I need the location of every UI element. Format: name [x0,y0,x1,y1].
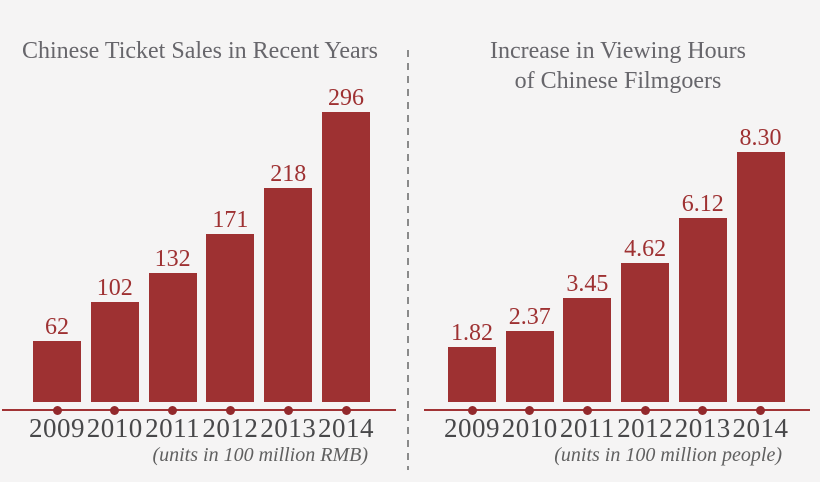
bar-value-label: 1.82 [451,320,493,346]
bar-value-label: 62 [45,314,69,340]
x-tick-label: 2009 [444,413,500,443]
x-tick-label: 2014 [318,413,374,443]
axis-dot [756,405,765,415]
bar-2014 [322,112,370,402]
bar-value-label: 6.12 [681,191,724,217]
bar-value-label: 296 [328,85,364,111]
x-axis-line [424,409,810,411]
x-tick-label: 2010 [501,413,558,443]
chart-title-viewing-hours: Increase in Viewing Hours of Chinese Fil… [420,36,816,96]
bar-value-label: 2.37 [508,304,551,330]
units-footnote-people: (units in 100 million people) [554,444,782,466]
axis-dot [283,405,293,415]
bar-value-label: 8.30 [739,125,782,151]
axis-dot [52,405,62,415]
axis-dot [341,405,351,415]
chart-title-line-1: Increase in Viewing Hours [489,38,747,64]
x-tick-label: 2011 [145,413,201,443]
x-tick-label: 2013 [260,413,317,443]
bar-value-label: 218 [270,161,307,187]
axis-dot [110,405,120,415]
bar-2012 [206,234,255,402]
bar-value-label: 4.62 [624,236,667,262]
divider-dashed-line [407,50,409,470]
chart-title-ticket-sales: Chinese Ticket Sales in Recent Years [22,38,378,64]
x-tick-label: 2011 [559,413,615,443]
bar-2011 [148,273,197,402]
x-tick-label: 2010 [86,413,143,443]
axis-dot [525,405,535,415]
x-tick-label: 2009 [29,413,85,443]
bar-value-label: 3.45 [566,271,609,297]
bar-2014 [736,152,785,402]
units-footnote-rmb: (units in 100 million RMB) [152,444,368,466]
chart-title-line-2: of Chinese Filmgoers [514,68,722,94]
axis-dot [225,405,235,415]
bar-2010 [90,302,139,402]
x-tick-label: 2014 [732,413,789,443]
bar-value-label: 132 [154,246,191,272]
bar-2011 [563,298,612,402]
bar-value-label: 102 [96,275,133,301]
x-axis-line [2,409,396,411]
x-tick-label: 2013 [674,413,731,443]
x-tick-label: 2012 [202,413,259,443]
axis-dot [698,405,708,415]
x-tick-label: 2012 [617,413,674,443]
bar-2010 [505,331,554,402]
bar-value-label: 171 [212,207,249,233]
axis-dot [582,405,592,415]
axis-dot [467,405,477,415]
bar-2009 [33,341,81,402]
axis-dot [640,405,650,415]
bar-2012 [621,263,670,402]
bar-2013 [264,188,313,402]
bar-2009 [448,347,496,402]
axis-dot [168,405,178,415]
bar-2013 [678,218,727,402]
